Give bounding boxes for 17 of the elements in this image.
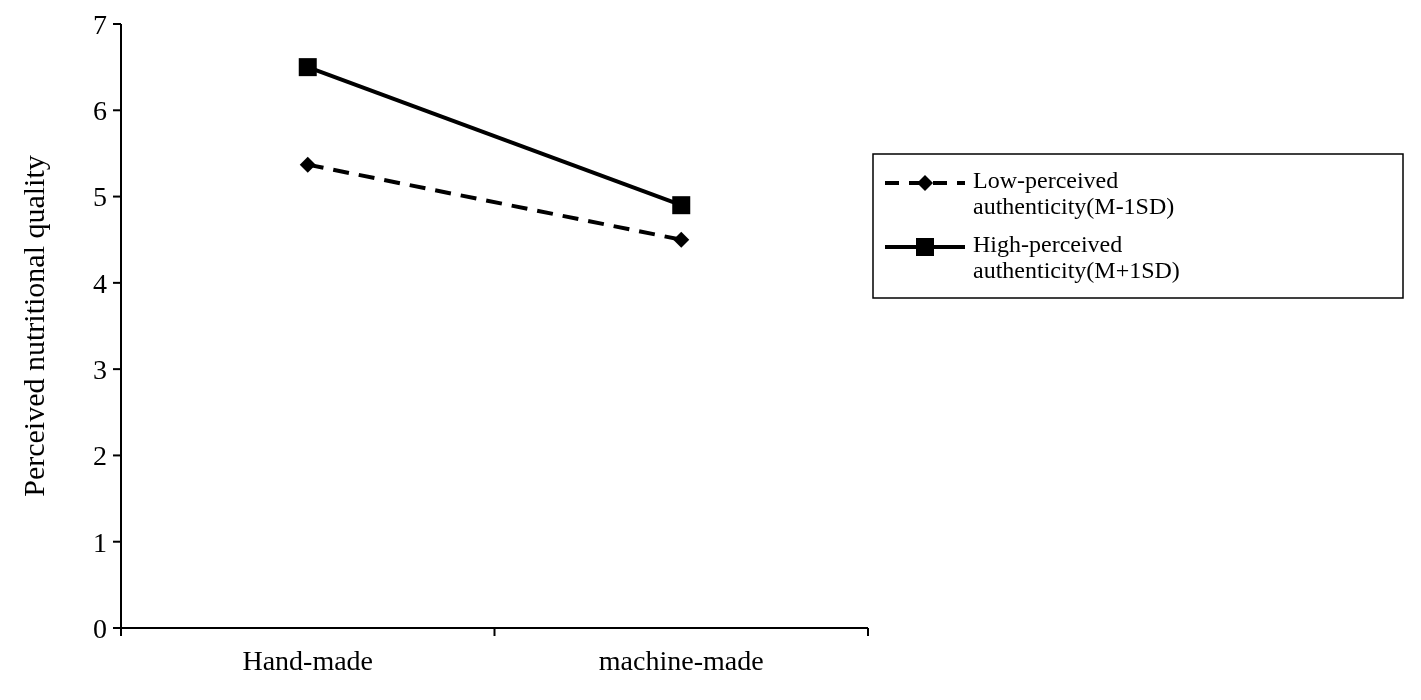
- y-tick-label: 6: [93, 95, 107, 127]
- y-axis-title: Perceived nutritional quality: [17, 155, 50, 497]
- point: [298, 58, 317, 77]
- x-tick-label: Hand-made: [242, 645, 374, 676]
- legend-label: High-perceived authenticity(M+1SD): [973, 231, 1180, 283]
- point: [673, 231, 690, 248]
- point: [299, 156, 316, 173]
- y-tick-label: 2: [93, 440, 107, 472]
- x-tick-label: machine-made: [598, 645, 764, 676]
- y-tick-label: 0: [93, 612, 107, 644]
- point: [672, 196, 691, 215]
- y-tick-label: 7: [93, 8, 107, 40]
- y-tick-label: 5: [93, 181, 107, 213]
- y-tick-label: 1: [93, 526, 107, 558]
- legend-label: Low-perceived authenticity(M-1SD): [973, 167, 1175, 219]
- y-tick-label: 4: [93, 267, 107, 299]
- y-tick-label: 3: [93, 353, 107, 385]
